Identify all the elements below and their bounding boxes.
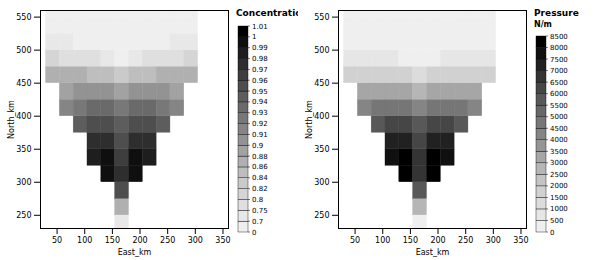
svg-text:North_km: North_km [305,100,314,139]
svg-text:500: 500 [550,217,563,225]
svg-text:0.9: 0.9 [252,142,263,150]
svg-text:5000: 5000 [550,113,568,121]
svg-text:250: 250 [160,236,175,245]
svg-text:0.82: 0.82 [252,185,268,193]
svg-text:1500: 1500 [550,194,568,202]
svg-text:50: 50 [350,236,360,245]
svg-text:7000: 7000 [550,67,568,75]
svg-text:3000: 3000 [550,159,568,167]
svg-text:0.91: 0.91 [252,131,268,139]
svg-text:450: 450 [314,79,329,88]
svg-text:0.96: 0.96 [252,77,268,85]
svg-text:0.94: 0.94 [252,98,268,106]
svg-text:0.88: 0.88 [252,153,268,161]
svg-text:250: 250 [314,211,329,220]
svg-text:1: 1 [252,33,256,41]
svg-text:400: 400 [16,112,31,121]
svg-text:East_km: East_km [416,248,450,257]
svg-text:N/m: N/m [534,20,552,29]
svg-text:300: 300 [486,236,501,245]
svg-text:300: 300 [16,178,31,187]
svg-text:250: 250 [16,211,31,220]
svg-text:300: 300 [188,236,203,245]
svg-text:350: 350 [314,145,329,154]
svg-text:2000: 2000 [550,182,568,190]
svg-text:100: 100 [77,236,92,245]
svg-text:4000: 4000 [550,136,568,144]
svg-text:1.01: 1.01 [252,23,268,31]
svg-text:550: 550 [16,13,31,22]
svg-text:8000: 8000 [550,44,568,52]
svg-text:200: 200 [132,236,147,245]
svg-text:2500: 2500 [550,171,568,179]
svg-text:0.86: 0.86 [252,163,268,171]
svg-text:0.75: 0.75 [252,207,268,215]
svg-text:0.8: 0.8 [252,196,263,204]
svg-text:0.95: 0.95 [252,88,268,96]
svg-text:0: 0 [550,229,554,237]
svg-text:0.97: 0.97 [252,66,268,74]
svg-text:0.98: 0.98 [252,55,268,63]
svg-text:6500: 6500 [550,79,568,87]
svg-text:0.99: 0.99 [252,44,268,52]
svg-text:100: 100 [375,236,390,245]
svg-text:3500: 3500 [550,148,568,156]
svg-text:0.84: 0.84 [252,174,268,182]
svg-text:0.92: 0.92 [252,120,268,128]
svg-text:4500: 4500 [550,125,568,133]
svg-text:North_km: North_km [7,100,16,139]
svg-text:500: 500 [314,46,329,55]
svg-text:8500: 8500 [550,33,568,41]
svg-text:East_km: East_km [118,248,152,257]
svg-text:250: 250 [458,236,473,245]
svg-text:300: 300 [314,178,329,187]
svg-text:0: 0 [252,229,256,237]
svg-text:6000: 6000 [550,90,568,98]
svg-text:350: 350 [513,236,528,245]
svg-text:Concentration: Concentration [236,8,298,18]
svg-text:400: 400 [314,112,329,121]
svg-text:200: 200 [430,236,445,245]
svg-text:350: 350 [16,145,31,154]
svg-text:50: 50 [52,236,62,245]
svg-text:1000: 1000 [550,205,568,213]
svg-text:500: 500 [16,46,31,55]
svg-text:150: 150 [105,236,120,245]
svg-text:5500: 5500 [550,102,568,110]
svg-text:350: 350 [215,236,230,245]
svg-text:Pressure: Pressure [534,8,579,18]
svg-text:550: 550 [314,13,329,22]
svg-text:450: 450 [16,79,31,88]
svg-text:150: 150 [403,236,418,245]
svg-text:0.7: 0.7 [252,218,263,226]
svg-text:7500: 7500 [550,56,568,64]
svg-text:0.93: 0.93 [252,109,268,117]
